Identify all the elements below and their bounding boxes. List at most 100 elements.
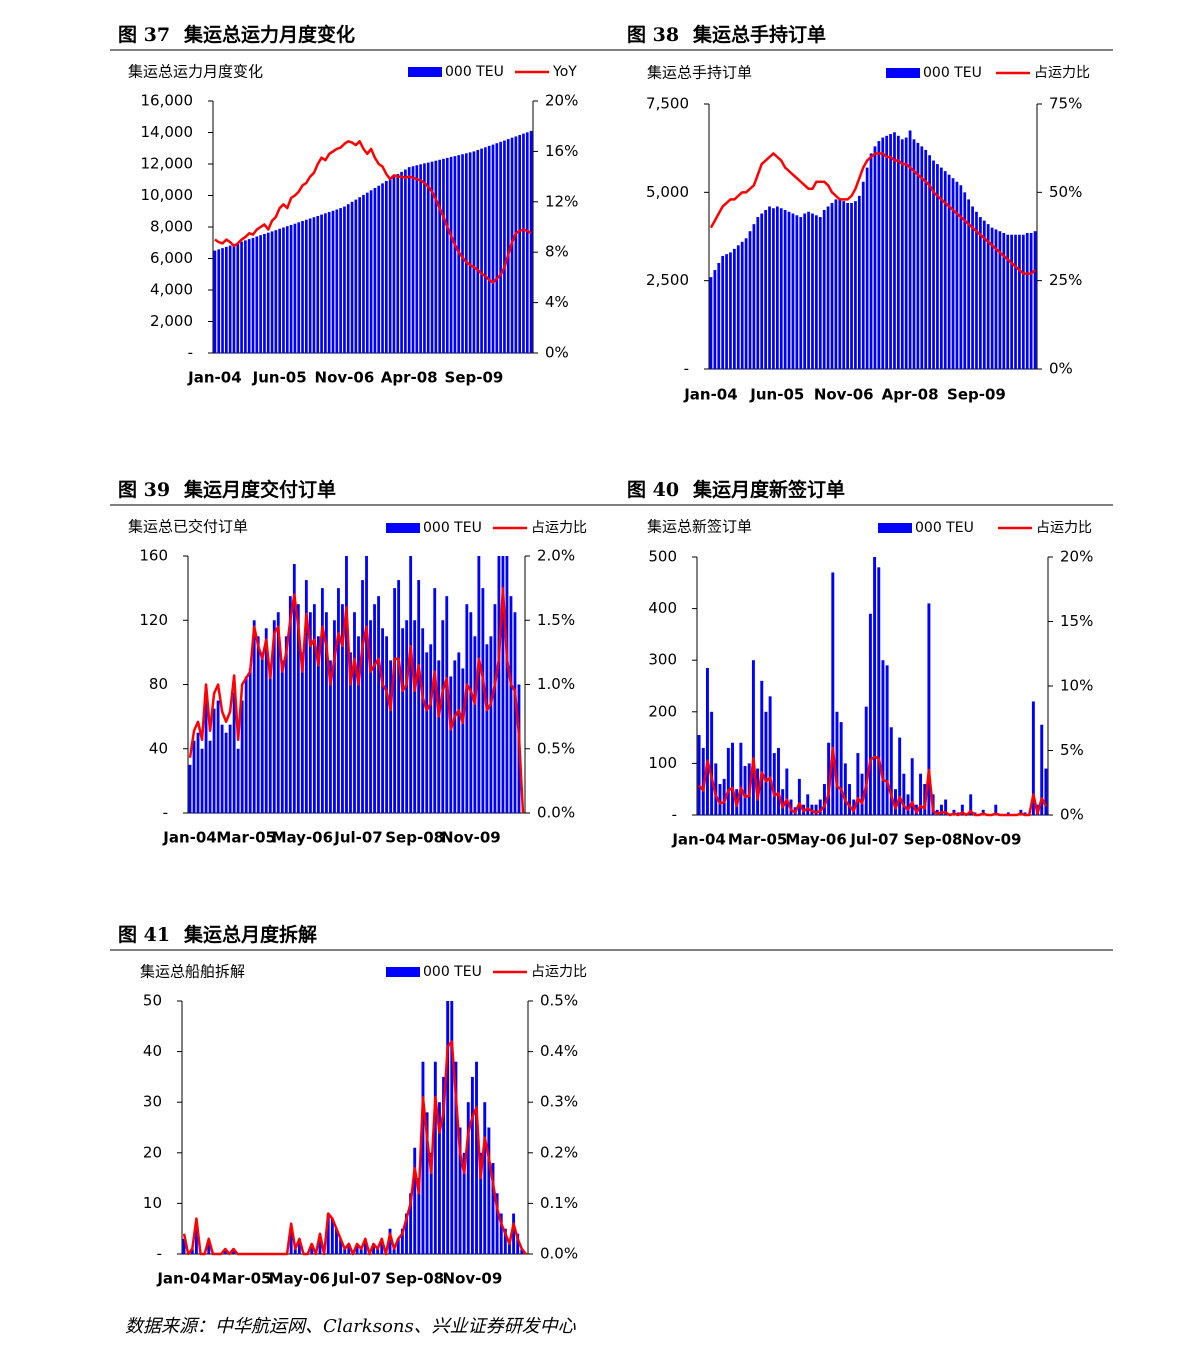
bar (296, 604, 300, 813)
bar (838, 199, 842, 369)
y-tick-label: 2,500 (646, 271, 689, 289)
bar (785, 768, 789, 815)
x-tick-label: Nov-09 (962, 831, 1022, 849)
figure-title: 集运月度交付订单 (183, 478, 336, 501)
y2-tick-label: 0.0% (537, 804, 575, 822)
y-tick-label: 200 (648, 702, 677, 720)
bar (373, 604, 376, 813)
bar (247, 239, 251, 353)
bar (453, 156, 457, 353)
bar (248, 668, 252, 813)
bar (516, 1233, 520, 1254)
bar (752, 224, 756, 369)
bar (385, 636, 388, 813)
bar (827, 742, 831, 815)
bar (864, 706, 868, 815)
bar (369, 620, 372, 813)
bar (361, 580, 364, 813)
bar (932, 160, 935, 369)
bar (347, 1243, 351, 1254)
bar (493, 604, 497, 813)
y-tick-label: 5,000 (646, 183, 689, 201)
bar (873, 557, 877, 815)
bar (733, 248, 736, 369)
bar (1006, 234, 1010, 369)
bar (457, 652, 461, 813)
bar (740, 241, 744, 369)
bar (811, 213, 814, 369)
y2-tick-label: 0% (1049, 360, 1073, 378)
bar (225, 246, 228, 353)
bar (442, 158, 445, 353)
bar (381, 183, 384, 353)
bar (756, 217, 760, 369)
y2-tick-label: 75% (1049, 95, 1082, 113)
y-tick-label: 7,500 (646, 95, 689, 113)
bar (228, 724, 232, 813)
bar (284, 636, 288, 813)
bar (343, 1248, 347, 1254)
bar (701, 747, 705, 815)
y-tick-label: 400 (648, 599, 677, 617)
bar (846, 202, 849, 369)
x-tick-label: Sep-08 (385, 1270, 444, 1288)
bar (475, 1061, 478, 1254)
bar (192, 740, 196, 813)
bar (476, 149, 480, 353)
x-tick-label: Nov-09 (443, 1270, 503, 1288)
bar (188, 764, 192, 813)
bar (881, 137, 885, 369)
figure-label: 图 39 (118, 479, 170, 501)
y-tick-label: - (163, 804, 168, 822)
bar (359, 1248, 363, 1254)
x-tick-label: Jan-04 (162, 829, 216, 847)
bar (722, 778, 726, 815)
x-tick-label: Jan-04 (156, 1270, 210, 1288)
y-tick-label: 300 (648, 651, 677, 669)
bar (232, 1248, 235, 1254)
bar (259, 235, 262, 353)
y2-tick-label: 0% (545, 344, 569, 362)
bar (320, 588, 324, 813)
bar (1014, 234, 1017, 369)
bar (986, 224, 990, 369)
y-tick-label: 100 (648, 754, 677, 772)
bar (365, 556, 368, 813)
bar (413, 620, 417, 813)
bar (453, 660, 457, 813)
legend-label: YoY (552, 64, 577, 80)
y-tick-label: 20 (143, 1143, 162, 1161)
bar (729, 252, 732, 369)
bar (380, 1238, 384, 1254)
bar (951, 178, 955, 369)
bar (768, 206, 771, 369)
bar (304, 580, 308, 813)
y-axis-title: 集运总运力月度变化 (128, 63, 263, 81)
bar (939, 167, 943, 369)
x-tick-label: Mar-05 (728, 831, 788, 849)
bar (912, 139, 916, 369)
x-tick-label: Jan-04 (683, 386, 737, 404)
bar (396, 1238, 400, 1254)
bar (799, 217, 803, 369)
y-axis-title: 集运总新签订单 (647, 518, 752, 536)
bar (473, 636, 477, 813)
bar (308, 612, 312, 813)
bar (421, 1061, 425, 1254)
bar (310, 1243, 314, 1254)
bar (889, 727, 893, 815)
bar (462, 1152, 466, 1254)
bar (928, 155, 931, 369)
x-tick-label: Jun-05 (252, 369, 307, 387)
bar (969, 794, 973, 815)
bar (285, 226, 289, 353)
bar (834, 199, 838, 369)
bar (505, 556, 509, 813)
bar (425, 1112, 429, 1254)
bar (409, 1193, 413, 1254)
bar (377, 185, 381, 353)
bar (885, 135, 889, 369)
bar (421, 628, 425, 813)
bar (721, 255, 725, 369)
bar (393, 588, 397, 813)
